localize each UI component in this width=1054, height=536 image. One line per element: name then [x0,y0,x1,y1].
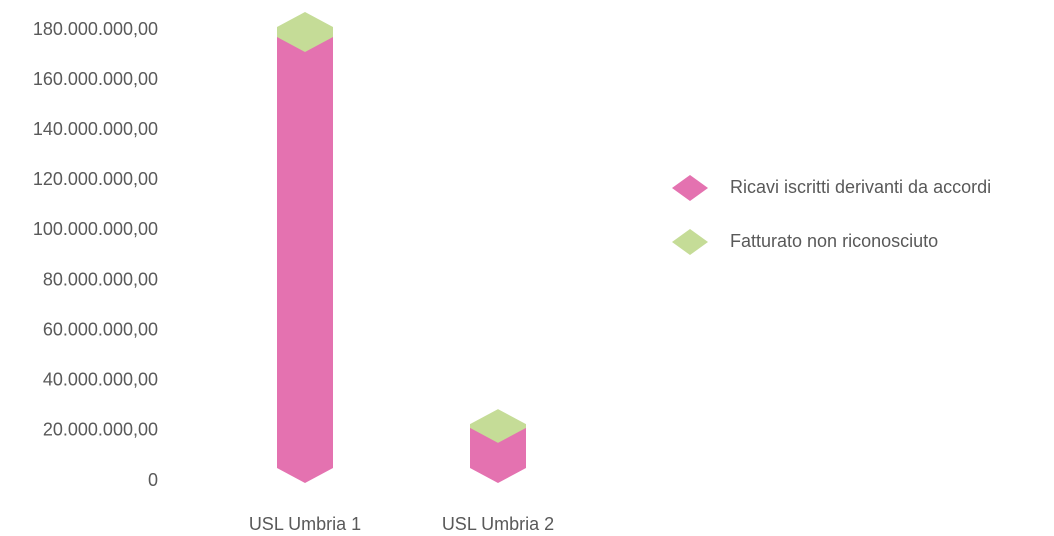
x-tick-label: USL Umbria 1 [249,514,361,534]
y-tick-label: 160.000.000,00 [33,69,158,89]
bar-segment [277,22,333,484]
y-tick-label: 140.000.000,00 [33,119,158,139]
legend-swatch [672,229,708,255]
legend-label: Ricavi iscritti derivanti da accordi [730,177,991,197]
x-tick-label: USL Umbria 2 [442,514,554,534]
bar-segment [470,409,526,443]
y-tick-label: 20.000.000,00 [43,420,158,440]
legend-swatch [672,175,708,201]
y-tick-label: 120.000.000,00 [33,169,158,189]
y-tick-label: 80.000.000,00 [43,269,158,289]
y-tick-label: 0 [148,470,158,490]
y-tick-label: 60.000.000,00 [43,319,158,339]
y-tick-label: 100.000.000,00 [33,219,158,239]
bar-segment [277,12,333,53]
y-tick-label: 40.000.000,00 [43,370,158,390]
legend-label: Fatturato non riconosciuto [730,231,938,251]
y-tick-label: 180.000.000,00 [33,19,158,39]
